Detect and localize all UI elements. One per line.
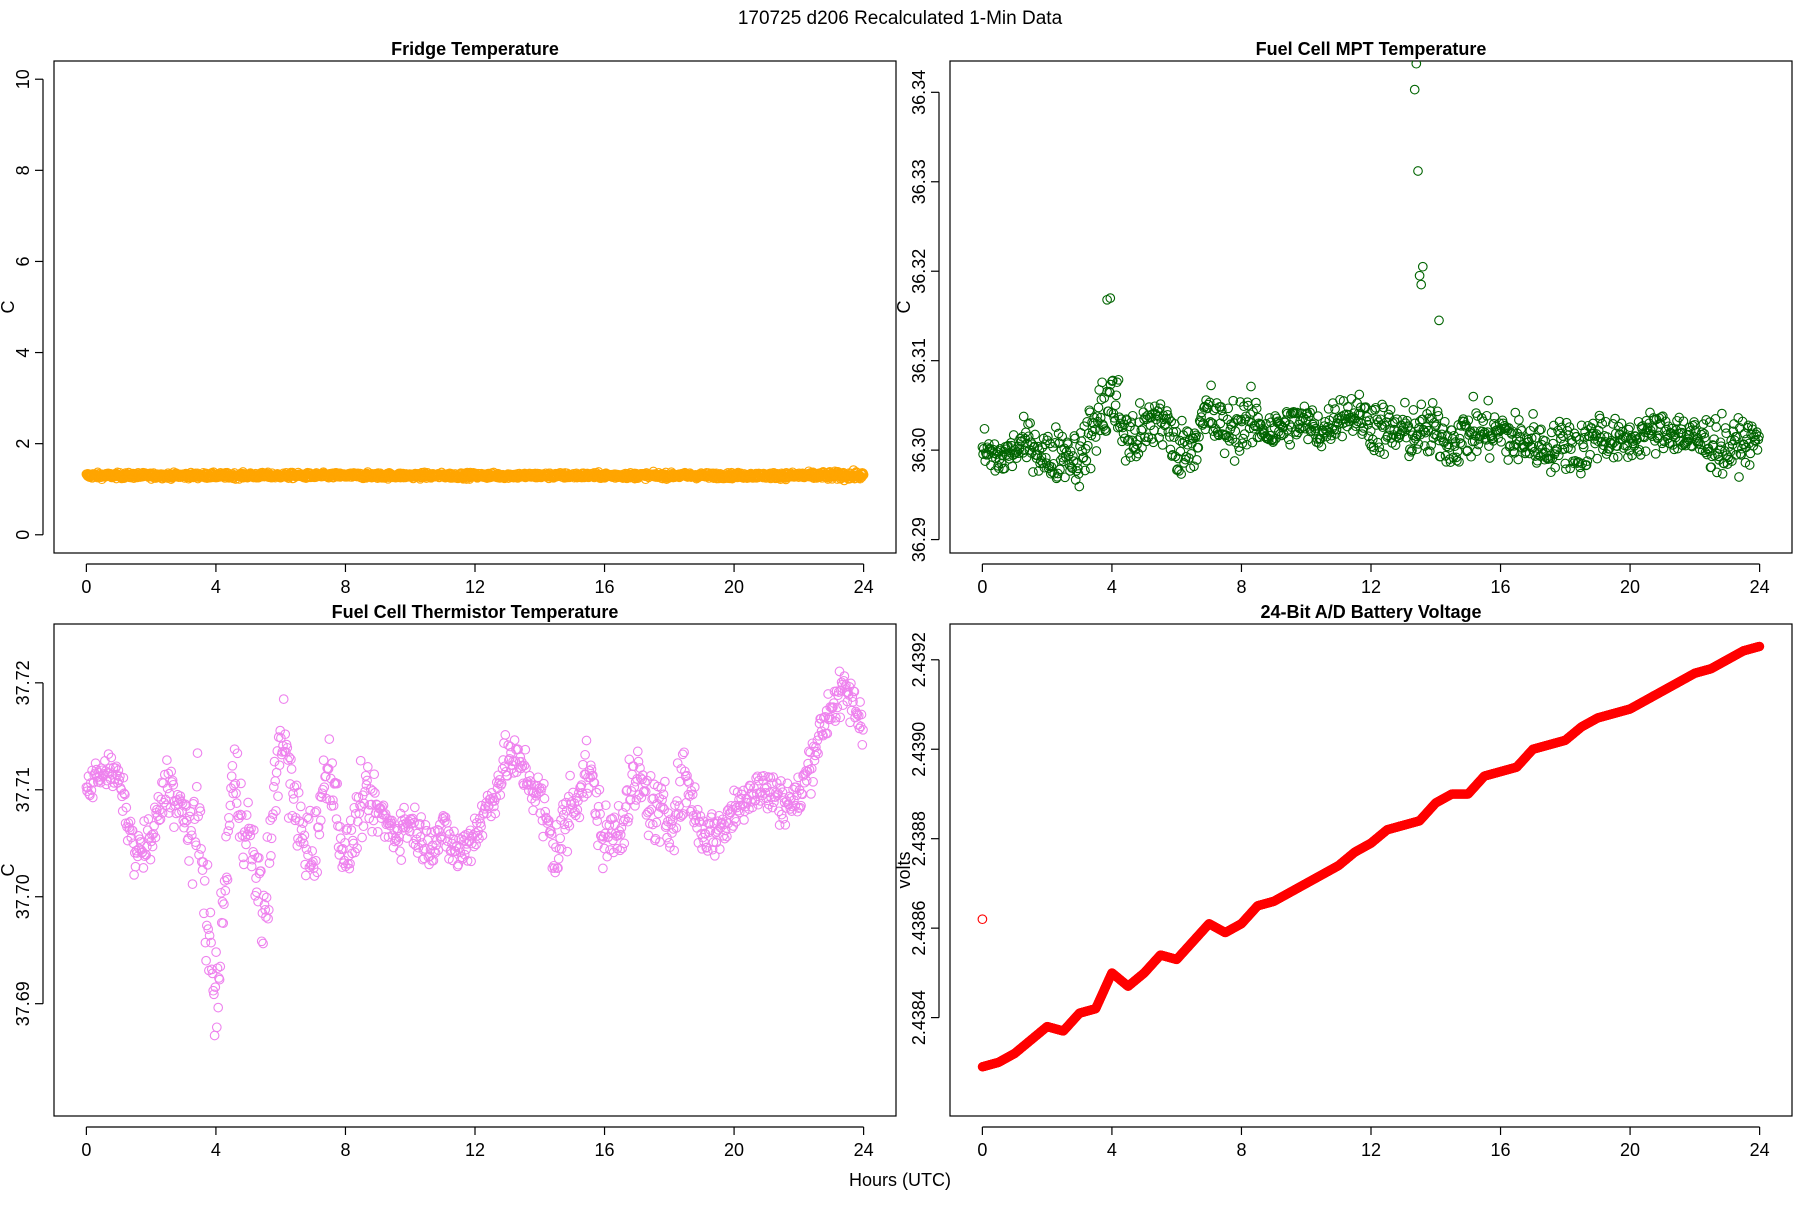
x-tick-label: 20 (724, 577, 744, 597)
x-tick-label: 4 (211, 577, 221, 597)
x-tick-label: 8 (340, 1140, 350, 1160)
figure-xlabel: Hours (UTC) (849, 1170, 951, 1190)
y-axis-label: C (894, 301, 914, 314)
x-tick-label: 16 (595, 1140, 615, 1160)
x-tick-label: 16 (595, 577, 615, 597)
y-tick-label: 37.72 (13, 660, 33, 705)
y-tick-label: 36.29 (909, 517, 929, 562)
y-tick-label: 36.32 (909, 249, 929, 294)
y-tick-label: 36.34 (909, 70, 929, 115)
x-tick-label: 4 (1107, 1140, 1117, 1160)
x-tick-label: 4 (211, 1140, 221, 1160)
x-tick-label: 12 (465, 577, 485, 597)
x-tick-label: 0 (977, 1140, 987, 1160)
y-tick-label: 2.4390 (909, 722, 929, 777)
y-tick-label: 2 (13, 439, 33, 449)
x-tick-label: 20 (1620, 577, 1640, 597)
y-axis-label: C (0, 864, 18, 877)
y-tick-label: 37.70 (13, 874, 33, 919)
x-tick-label: 24 (854, 1140, 874, 1160)
x-tick-label: 0 (977, 577, 987, 597)
panel-title: Fuel Cell MPT Temperature (1256, 39, 1487, 59)
x-tick-label: 4 (1107, 577, 1117, 597)
y-tick-label: 36.33 (909, 159, 929, 204)
panel-title: 24-Bit A/D Battery Voltage (1260, 602, 1481, 622)
figure-title: 170725 d206 Recalculated 1-Min Data (738, 8, 1063, 29)
y-tick-label: 2.4384 (909, 990, 929, 1045)
x-tick-label: 0 (81, 577, 91, 597)
y-tick-label: 2.4386 (909, 901, 929, 956)
x-tick-label: 12 (1361, 1140, 1381, 1160)
y-axis-label: volts (894, 851, 914, 888)
y-tick-label: 36.30 (909, 428, 929, 473)
y-tick-label: 37.71 (13, 767, 33, 812)
x-tick-label: 12 (1361, 577, 1381, 597)
x-tick-label: 8 (340, 577, 350, 597)
y-tick-label: 4 (13, 348, 33, 358)
y-tick-label: 2.4392 (909, 632, 929, 687)
x-tick-label: 24 (1750, 577, 1770, 597)
y-tick-label: 10 (13, 69, 33, 89)
y-tick-label: 8 (13, 165, 33, 175)
panel-title: Fuel Cell Thermistor Temperature (332, 602, 619, 622)
y-tick-label: 0 (13, 530, 33, 540)
x-tick-label: 16 (1491, 1140, 1511, 1160)
x-tick-label: 24 (1750, 1140, 1770, 1160)
y-axis-label: C (0, 301, 18, 314)
x-tick-label: 16 (1491, 577, 1511, 597)
x-tick-label: 8 (1236, 1140, 1246, 1160)
x-tick-label: 24 (854, 577, 874, 597)
x-tick-label: 0 (81, 1140, 91, 1160)
panel-title: Fridge Temperature (391, 39, 559, 59)
x-tick-label: 20 (724, 1140, 744, 1160)
y-tick-label: 6 (13, 256, 33, 266)
x-tick-label: 20 (1620, 1140, 1640, 1160)
x-tick-label: 8 (1236, 577, 1246, 597)
y-tick-label: 36.31 (909, 338, 929, 383)
y-tick-label: 37.69 (13, 981, 33, 1026)
x-tick-label: 12 (465, 1140, 485, 1160)
